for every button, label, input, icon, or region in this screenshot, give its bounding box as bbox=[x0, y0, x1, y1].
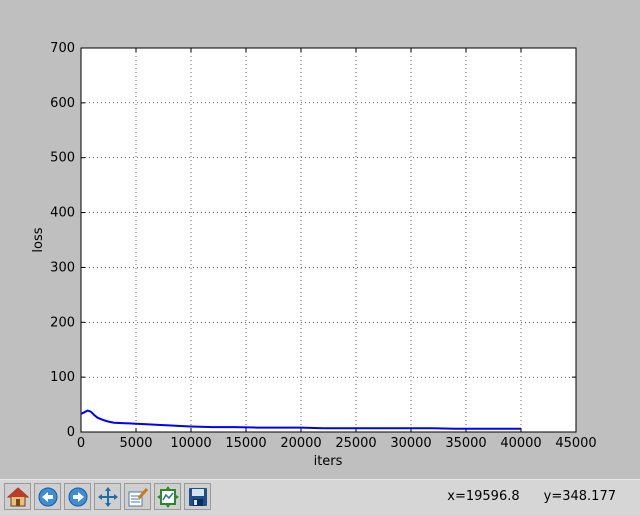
x-axis-label: iters bbox=[314, 454, 343, 469]
forward-arrow-icon bbox=[68, 487, 87, 506]
coord-x-readout: x=19596.8 bbox=[447, 489, 520, 504]
y-tick-label: 700 bbox=[50, 41, 75, 56]
pan-move-icon bbox=[97, 486, 118, 507]
y-tick-label: 200 bbox=[50, 315, 75, 330]
home-button[interactable] bbox=[4, 483, 31, 510]
x-tick-label: 30000 bbox=[390, 436, 431, 451]
x-tick-label: 35000 bbox=[445, 436, 486, 451]
navigation-toolbar: x=19596.8 y=348.177 bbox=[0, 479, 640, 515]
zoom-rect-icon bbox=[128, 487, 148, 506]
y-tick-label: 600 bbox=[50, 96, 75, 111]
loss-series-line bbox=[80, 409, 521, 430]
x-tick-label: 10000 bbox=[170, 436, 211, 451]
pan-button[interactable] bbox=[94, 483, 121, 510]
cursor-coordinates: x=19596.8 y=348.177 bbox=[447, 489, 616, 504]
x-tick-label: 0 bbox=[77, 436, 85, 451]
coord-y-readout: y=348.177 bbox=[543, 489, 616, 504]
x-tick-label: 45000 bbox=[555, 436, 596, 451]
x-tick-label: 25000 bbox=[335, 436, 376, 451]
axes-background bbox=[80, 47, 577, 433]
x-tick-label: 5000 bbox=[119, 436, 152, 451]
x-tick-label: 20000 bbox=[280, 436, 321, 451]
back-arrow-icon bbox=[38, 487, 57, 506]
y-tick-label: 300 bbox=[50, 260, 75, 275]
y-tick-label: 400 bbox=[50, 206, 75, 221]
zoom-button[interactable] bbox=[124, 483, 151, 510]
forward-button[interactable] bbox=[64, 483, 91, 510]
y-tick-label: 0 bbox=[67, 425, 75, 440]
floppy-disk-icon bbox=[188, 487, 207, 506]
plot-canvas[interactable]: 0 5000 10000 15000 20000 25000 30000 35000 40000… bbox=[0, 0, 640, 478]
subplots-button[interactable] bbox=[154, 483, 181, 510]
home-icon bbox=[6, 486, 29, 506]
save-button[interactable] bbox=[184, 483, 211, 510]
y-tick-label: 100 bbox=[50, 370, 75, 385]
back-button[interactable] bbox=[34, 483, 61, 510]
x-tick-label: 15000 bbox=[225, 436, 266, 451]
subplots-config-icon bbox=[156, 485, 179, 508]
y-tick-label: 500 bbox=[50, 151, 75, 166]
y-axis-label: loss bbox=[31, 227, 46, 252]
x-tick-label: 40000 bbox=[500, 436, 541, 451]
